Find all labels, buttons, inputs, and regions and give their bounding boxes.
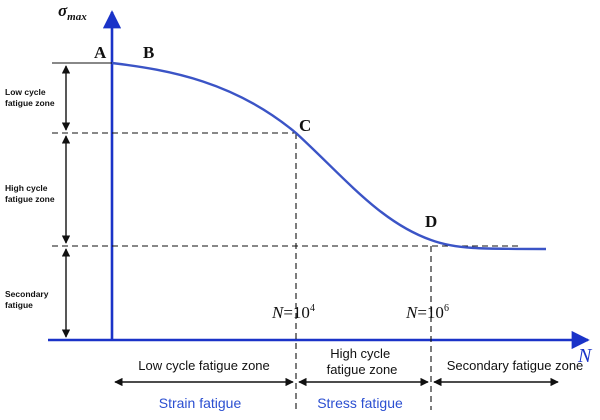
left-zone-low-label: Low cycle fatigue zone: [5, 87, 55, 108]
point-c-label: C: [299, 116, 311, 135]
point-b-label: B: [143, 43, 154, 62]
cycle-label-n6: N=106: [405, 303, 449, 322]
y-axis-label: σmax: [58, 1, 87, 23]
bottom-zone-high-label: High cycle fatigue zone: [327, 346, 398, 377]
x-axis-label: N: [577, 345, 593, 367]
sn-curve: [111, 61, 547, 251]
left-zone-high-label: High cycle fatigue zone: [5, 183, 55, 204]
point-d-label: D: [425, 212, 437, 231]
point-a-label: A: [94, 43, 107, 62]
stress-fatigue-label: Stress fatigue: [317, 395, 403, 411]
strain-fatigue-label: Strain fatigue: [159, 395, 242, 411]
bottom-zone-low-label: Low cycle fatigue zone: [138, 358, 270, 373]
left-zone-secondary-label: Secondary fatigue: [5, 289, 51, 310]
bottom-zone-secondary-label: Secondary fatigue zone: [447, 358, 584, 373]
cycle-label-n4: N=104: [271, 303, 315, 322]
